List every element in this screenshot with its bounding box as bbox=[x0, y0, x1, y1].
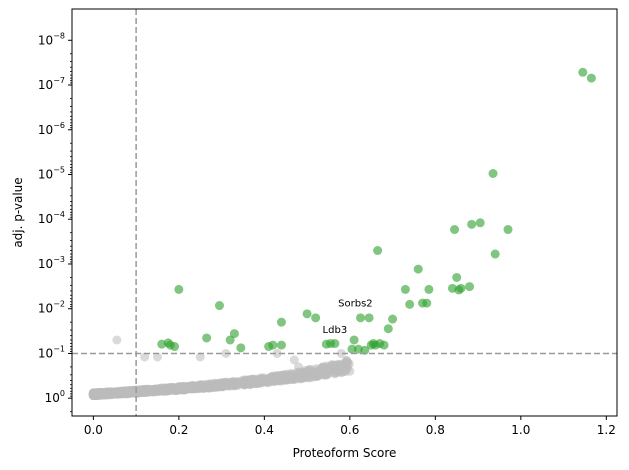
y-tick-label: 10−1 bbox=[38, 344, 65, 360]
data-point bbox=[102, 389, 112, 399]
y-tick-label: 10−4 bbox=[38, 210, 65, 226]
data-point bbox=[174, 284, 184, 294]
data-point bbox=[174, 382, 184, 392]
x-tick-label: 0.8 bbox=[426, 423, 445, 437]
x-tick-label: 1.0 bbox=[511, 423, 530, 437]
data-point bbox=[383, 324, 393, 334]
data-point bbox=[192, 381, 202, 391]
y-axis-label: adj. p-value bbox=[11, 177, 25, 247]
data-point bbox=[317, 362, 327, 372]
annotations-layer: Sorbs2 Ldb3 bbox=[323, 299, 373, 336]
data-point bbox=[450, 225, 460, 235]
data-point bbox=[488, 168, 498, 178]
data-point bbox=[236, 343, 246, 353]
data-point bbox=[356, 313, 366, 323]
x-tick-label: 0.4 bbox=[255, 423, 274, 437]
data-point bbox=[422, 298, 432, 308]
threshold-lines bbox=[72, 9, 617, 416]
y-tick-label: 10−7 bbox=[38, 76, 65, 92]
data-point bbox=[268, 340, 278, 350]
data-point bbox=[452, 272, 462, 282]
data-point bbox=[227, 377, 237, 387]
data-point bbox=[182, 382, 192, 392]
y-tick-label: 100 bbox=[45, 389, 65, 405]
data-point bbox=[88, 390, 98, 400]
data-point bbox=[302, 309, 312, 319]
data-point bbox=[145, 386, 155, 396]
data-point bbox=[140, 352, 150, 362]
data-point bbox=[300, 365, 310, 375]
data-point bbox=[112, 335, 122, 345]
data-point bbox=[215, 378, 225, 388]
data-point bbox=[113, 387, 123, 397]
data-point bbox=[244, 377, 254, 387]
data-point bbox=[202, 333, 212, 343]
data-point bbox=[235, 378, 245, 388]
x-tick-label: 0.2 bbox=[169, 423, 188, 437]
data-point bbox=[475, 218, 485, 228]
data-point bbox=[405, 299, 415, 309]
x-tick-label: 0.6 bbox=[340, 423, 359, 437]
data-point bbox=[456, 283, 466, 293]
data-point bbox=[467, 219, 477, 229]
data-point bbox=[373, 246, 383, 256]
data-point bbox=[349, 335, 359, 345]
y-tick-label: 10−2 bbox=[38, 300, 65, 316]
data-point bbox=[229, 329, 239, 339]
data-point bbox=[311, 313, 321, 323]
data-point bbox=[207, 381, 217, 391]
data-point bbox=[347, 344, 357, 354]
data-point bbox=[252, 376, 262, 386]
data-point bbox=[578, 67, 588, 77]
data-point bbox=[490, 249, 500, 259]
data-point bbox=[379, 340, 389, 350]
data-point bbox=[465, 282, 475, 292]
data-point bbox=[276, 340, 286, 350]
data-point bbox=[400, 284, 410, 294]
x-axis-label: Proteoform Score bbox=[293, 446, 397, 460]
data-point bbox=[272, 348, 282, 358]
y-tick-label: 10−3 bbox=[38, 255, 65, 271]
data-point bbox=[336, 348, 346, 358]
x-axis-ticks: 0.0 0.2 0.4 0.6 0.8 1.0 1.2 bbox=[84, 416, 616, 437]
data-point bbox=[295, 374, 305, 384]
data-point bbox=[270, 376, 280, 386]
data-point bbox=[330, 339, 340, 349]
x-tick-label: 1.2 bbox=[597, 423, 616, 437]
data-point bbox=[214, 301, 224, 311]
data-point bbox=[333, 361, 343, 371]
y-tick-label: 10−6 bbox=[38, 121, 65, 137]
data-point bbox=[294, 362, 304, 372]
data-point bbox=[388, 314, 398, 324]
point-annotation: Ldb3 bbox=[323, 325, 348, 336]
y-axis-ticks: 100 10−1 10−2 10−3 10−4 10−5 10−6 10−7 10−8 bbox=[38, 31, 72, 413]
points-layer bbox=[88, 67, 596, 401]
y-tick-label: 10−5 bbox=[38, 165, 65, 181]
data-point bbox=[124, 388, 134, 398]
data-point bbox=[503, 225, 513, 235]
data-point bbox=[152, 352, 162, 362]
data-point bbox=[586, 73, 596, 83]
data-point bbox=[360, 345, 370, 355]
data-point bbox=[134, 387, 144, 397]
x-tick-label: 0.0 bbox=[84, 423, 103, 437]
data-point bbox=[364, 313, 374, 323]
data-point bbox=[225, 335, 235, 345]
data-point bbox=[424, 284, 434, 294]
data-point bbox=[170, 342, 180, 352]
y-tick-label: 10−8 bbox=[38, 31, 65, 47]
data-point bbox=[276, 317, 286, 327]
data-point bbox=[344, 359, 354, 369]
point-annotation: Sorbs2 bbox=[338, 299, 373, 310]
data-point bbox=[195, 352, 205, 362]
data-point bbox=[413, 264, 423, 274]
data-point bbox=[289, 355, 299, 365]
